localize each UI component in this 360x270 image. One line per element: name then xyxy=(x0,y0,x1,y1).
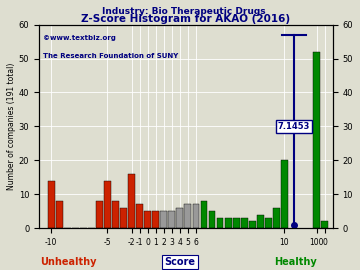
Text: Industry: Bio Therapeutic Drugs: Industry: Bio Therapeutic Drugs xyxy=(102,7,266,16)
Bar xyxy=(233,218,240,228)
Bar xyxy=(152,211,159,228)
Bar xyxy=(249,221,256,228)
Title: Z-Score Histogram for AKAO (2016): Z-Score Histogram for AKAO (2016) xyxy=(81,14,291,24)
Text: The Research Foundation of SUNY: The Research Foundation of SUNY xyxy=(43,53,178,59)
Bar xyxy=(112,201,119,228)
Text: Score: Score xyxy=(165,257,195,267)
Text: Healthy: Healthy xyxy=(274,257,316,267)
Bar xyxy=(241,218,248,228)
Y-axis label: Number of companies (191 total): Number of companies (191 total) xyxy=(7,63,16,190)
Bar xyxy=(257,215,264,228)
Bar xyxy=(208,211,215,228)
Bar xyxy=(56,201,63,228)
Bar xyxy=(168,211,175,228)
Bar xyxy=(120,208,127,228)
Bar xyxy=(265,218,272,228)
Bar xyxy=(201,201,207,228)
Text: Unhealthy: Unhealthy xyxy=(40,257,96,267)
Bar xyxy=(128,174,135,228)
Bar xyxy=(144,211,151,228)
Bar xyxy=(184,204,191,228)
Bar xyxy=(225,218,231,228)
Bar xyxy=(193,204,199,228)
Bar xyxy=(48,181,55,228)
Bar xyxy=(217,218,224,228)
Text: ©www.textbiz.org: ©www.textbiz.org xyxy=(43,35,116,41)
Bar xyxy=(104,181,111,228)
Bar xyxy=(136,204,143,228)
Bar xyxy=(160,211,167,228)
Bar xyxy=(313,52,320,228)
Text: 7.1453: 7.1453 xyxy=(278,122,310,131)
Bar xyxy=(321,221,328,228)
Bar xyxy=(281,160,288,228)
Bar xyxy=(176,208,183,228)
Bar xyxy=(96,201,103,228)
Bar xyxy=(273,208,280,228)
